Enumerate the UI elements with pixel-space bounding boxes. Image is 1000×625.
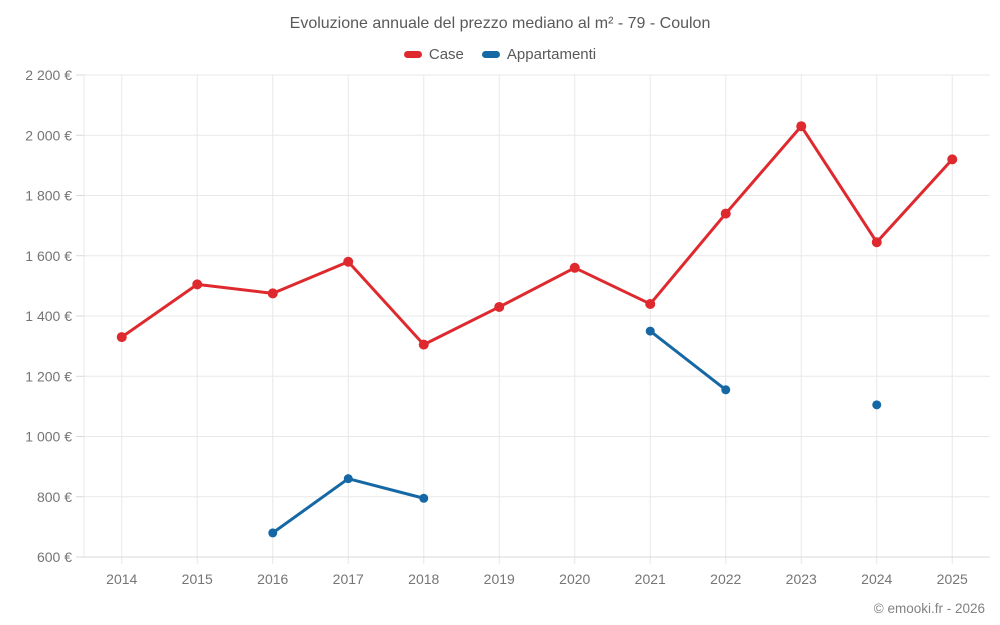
x-tick-label-2017: 2017 <box>333 571 364 587</box>
y-tick-label-1000: 1 000 € <box>25 429 72 445</box>
x-tick-label-2025: 2025 <box>937 571 968 587</box>
data-point-case-2018[interactable] <box>418 339 429 350</box>
y-tick-label-1400: 1 400 € <box>25 308 72 324</box>
data-point-appartamenti-2022[interactable] <box>721 385 731 395</box>
legend-item-appartamenti[interactable]: Appartamenti <box>481 46 597 63</box>
data-point-appartamenti-2024[interactable] <box>872 400 882 410</box>
y-tick-label-2000: 2 000 € <box>25 127 72 143</box>
x-tick-label-2021: 2021 <box>635 571 666 587</box>
x-tick-label-2014: 2014 <box>106 571 137 587</box>
data-point-case-2014[interactable] <box>116 332 127 343</box>
legend-item-case[interactable]: Case <box>403 46 464 63</box>
y-tick-label-1800: 1 800 € <box>25 188 72 204</box>
x-tick-label-2016: 2016 <box>257 571 288 587</box>
data-point-case-2017[interactable] <box>343 256 354 267</box>
data-point-appartamenti-2021[interactable] <box>645 326 655 336</box>
data-point-case-2023[interactable] <box>796 121 807 132</box>
x-tick-label-2022: 2022 <box>710 571 741 587</box>
data-point-case-2021[interactable] <box>645 298 656 309</box>
legend: Case Appartamenti <box>0 46 1000 63</box>
copyright: © emooki.fr - 2026 <box>873 601 985 616</box>
data-point-case-2024[interactable] <box>871 237 882 248</box>
data-point-case-2022[interactable] <box>720 208 731 219</box>
x-tick-label-2018: 2018 <box>408 571 439 587</box>
x-tick-label-2020: 2020 <box>559 571 590 587</box>
x-tick-label-2015: 2015 <box>182 571 213 587</box>
series-line-appartamenti <box>648 329 728 392</box>
y-tick-label-1200: 1 200 € <box>25 368 72 384</box>
legend-label-case: Case <box>428 46 464 63</box>
y-tick-label-2200: 2 200 € <box>25 67 72 83</box>
x-tick-label-2023: 2023 <box>786 571 817 587</box>
data-point-case-2016[interactable] <box>267 288 278 299</box>
x-tick-label-2019: 2019 <box>484 571 515 587</box>
data-point-case-2025[interactable] <box>947 154 958 165</box>
series-line-case <box>120 124 954 347</box>
legend-swatch-appartamenti-icon <box>481 51 500 58</box>
chart-title: Evoluzione annuale del prezzo mediano al… <box>289 15 711 32</box>
y-tick-label-600: 600 € <box>37 549 72 565</box>
legend-label-appartamenti: Appartamenti <box>506 46 597 63</box>
data-point-case-2020[interactable] <box>569 262 580 273</box>
data-point-appartamenti-2018[interactable] <box>419 493 429 503</box>
data-point-appartamenti-2017[interactable] <box>343 474 353 484</box>
data-point-case-2019[interactable] <box>494 301 505 312</box>
x-tick-label-2024: 2024 <box>861 571 892 587</box>
y-tick-label-800: 800 € <box>37 489 72 505</box>
y-tick-label-1600: 1 600 € <box>25 248 72 264</box>
data-point-case-2015[interactable] <box>192 279 203 290</box>
legend-swatch-case-icon <box>403 51 422 58</box>
data-point-appartamenti-2016[interactable] <box>268 528 278 538</box>
